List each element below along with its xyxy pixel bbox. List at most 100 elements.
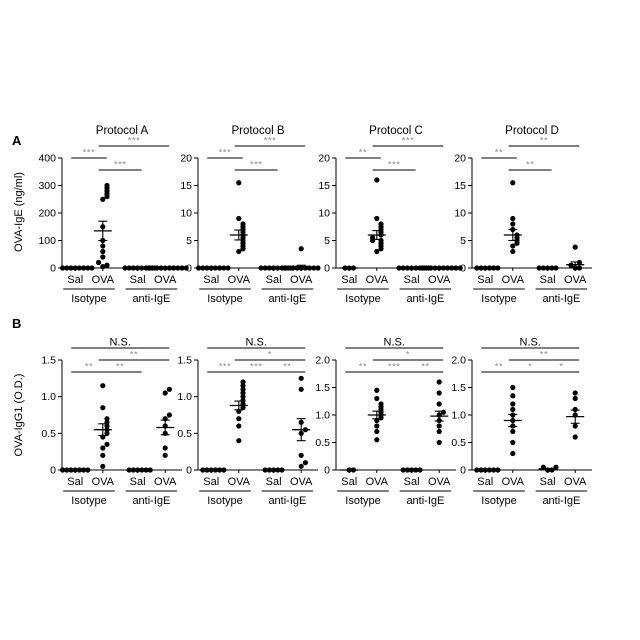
- y-tick-label: 0: [324, 263, 330, 275]
- data-point: [573, 390, 578, 395]
- data-point: [437, 379, 442, 384]
- sig-label: **: [359, 362, 367, 373]
- data-point: [60, 265, 65, 270]
- y-tick-label: 2.0: [451, 355, 466, 367]
- x-tick-label: OVA: [366, 476, 389, 488]
- data-point: [573, 434, 578, 439]
- sig-label: **: [540, 136, 548, 147]
- ylabel-row-b: OVA-IgG1 (O.D.): [13, 374, 25, 457]
- sig-label: ***: [264, 136, 277, 147]
- x-tick-label: OVA: [502, 476, 525, 488]
- treatment-label: Isotype: [207, 495, 242, 507]
- treatment-label: anti-IgE: [406, 495, 444, 507]
- y-tick-label: 20: [318, 153, 330, 165]
- data-point: [225, 265, 230, 270]
- x-tick-label: OVA: [502, 274, 525, 286]
- y-tick-label: 0: [186, 465, 192, 477]
- y-tick-label: 1.5: [315, 382, 330, 394]
- sig-label: **: [421, 362, 429, 373]
- sig-label: N.S.: [519, 337, 540, 349]
- sig-label: ***: [402, 136, 415, 147]
- chart-title: Protocol B: [231, 125, 284, 137]
- chart-title: Protocol C: [369, 125, 423, 137]
- sig-label: N.S.: [383, 337, 404, 349]
- data-point: [495, 265, 500, 270]
- data-point: [510, 393, 515, 398]
- x-tick-label: Sal: [130, 274, 146, 286]
- treatment-label: anti-IgE: [268, 293, 306, 305]
- y-tick-label: 1.0: [177, 391, 192, 403]
- data-point: [374, 423, 379, 428]
- data-point: [374, 437, 379, 442]
- data-point: [437, 390, 442, 395]
- data-point: [510, 407, 515, 412]
- data-point: [299, 376, 304, 381]
- sig-label: *: [559, 362, 563, 373]
- sig-label: **: [495, 148, 503, 159]
- sig-label: **: [116, 362, 124, 373]
- data-point: [122, 265, 127, 270]
- data-point: [315, 265, 320, 270]
- data-point: [100, 445, 105, 450]
- y-tick-label: 5: [460, 235, 466, 247]
- y-tick-label: 0: [324, 465, 330, 477]
- y-tick-label: 0: [50, 465, 56, 477]
- treatment-label: Isotype: [207, 293, 242, 305]
- data-point: [163, 445, 168, 450]
- data-point: [104, 263, 109, 268]
- y-tick-label: 1.5: [451, 382, 466, 394]
- sig-label: **: [359, 148, 367, 159]
- sig-label: *: [528, 362, 532, 373]
- x-tick-label: OVA: [228, 476, 251, 488]
- data-point: [236, 438, 241, 443]
- sig-label: ***: [388, 160, 401, 171]
- treatment-label: Isotype: [345, 495, 380, 507]
- chart-r1-c3: 00.51.01.52.0SalOVASalOVAIsotypeanti-IgE…: [451, 337, 592, 508]
- treatment-label: Isotype: [481, 293, 516, 305]
- y-tick-label: 20: [454, 153, 466, 165]
- data-point: [510, 401, 515, 406]
- data-point: [495, 467, 500, 472]
- treatment-label: Isotype: [481, 495, 516, 507]
- data-point: [104, 183, 109, 188]
- data-point: [299, 453, 304, 458]
- sig-label: ***: [219, 148, 232, 159]
- data-point: [163, 453, 168, 458]
- treatment-label: anti-IgE: [542, 495, 580, 507]
- data-point: [258, 265, 263, 270]
- data-point: [374, 388, 379, 393]
- y-tick-label: 15: [180, 180, 192, 192]
- treatment-label: Isotype: [71, 495, 106, 507]
- sig-label: ***: [219, 362, 232, 373]
- chart-r1-c1: 00.51.01.5SalOVASalOVAIsotypeanti-IgE***…: [177, 337, 318, 508]
- y-tick-label: 2.0: [315, 355, 330, 367]
- data-point: [573, 423, 578, 428]
- data-point: [437, 440, 442, 445]
- data-point: [236, 216, 241, 221]
- x-tick-label: OVA: [92, 274, 115, 286]
- y-tick-label: 1.0: [315, 410, 330, 422]
- data-point: [510, 385, 515, 390]
- chart-r0-c3: Protocol D05101520SalOVASalOVAIsotypeant…: [454, 125, 592, 305]
- y-tick-label: 300: [38, 180, 56, 192]
- treatment-label: anti-IgE: [268, 495, 306, 507]
- data-point: [167, 412, 172, 417]
- data-point: [236, 423, 241, 428]
- y-tick-label: 200: [38, 208, 56, 220]
- treatment-label: anti-IgE: [132, 293, 170, 305]
- sig-label: *: [268, 350, 272, 361]
- data-point: [100, 464, 105, 469]
- data-point: [378, 401, 383, 406]
- sig-label: **: [130, 350, 138, 361]
- x-tick-label: OVA: [428, 476, 451, 488]
- x-tick-label: OVA: [564, 274, 587, 286]
- x-tick-label: Sal: [341, 274, 357, 286]
- data-point: [420, 265, 425, 270]
- y-tick-label: 10: [318, 208, 330, 220]
- x-tick-label: OVA: [290, 274, 313, 286]
- y-tick-label: 1.5: [177, 355, 192, 367]
- x-tick-label: Sal: [130, 476, 146, 488]
- chart-title: Protocol D: [505, 125, 559, 137]
- y-tick-label: 5: [324, 235, 330, 247]
- y-tick-label: 0.5: [177, 428, 192, 440]
